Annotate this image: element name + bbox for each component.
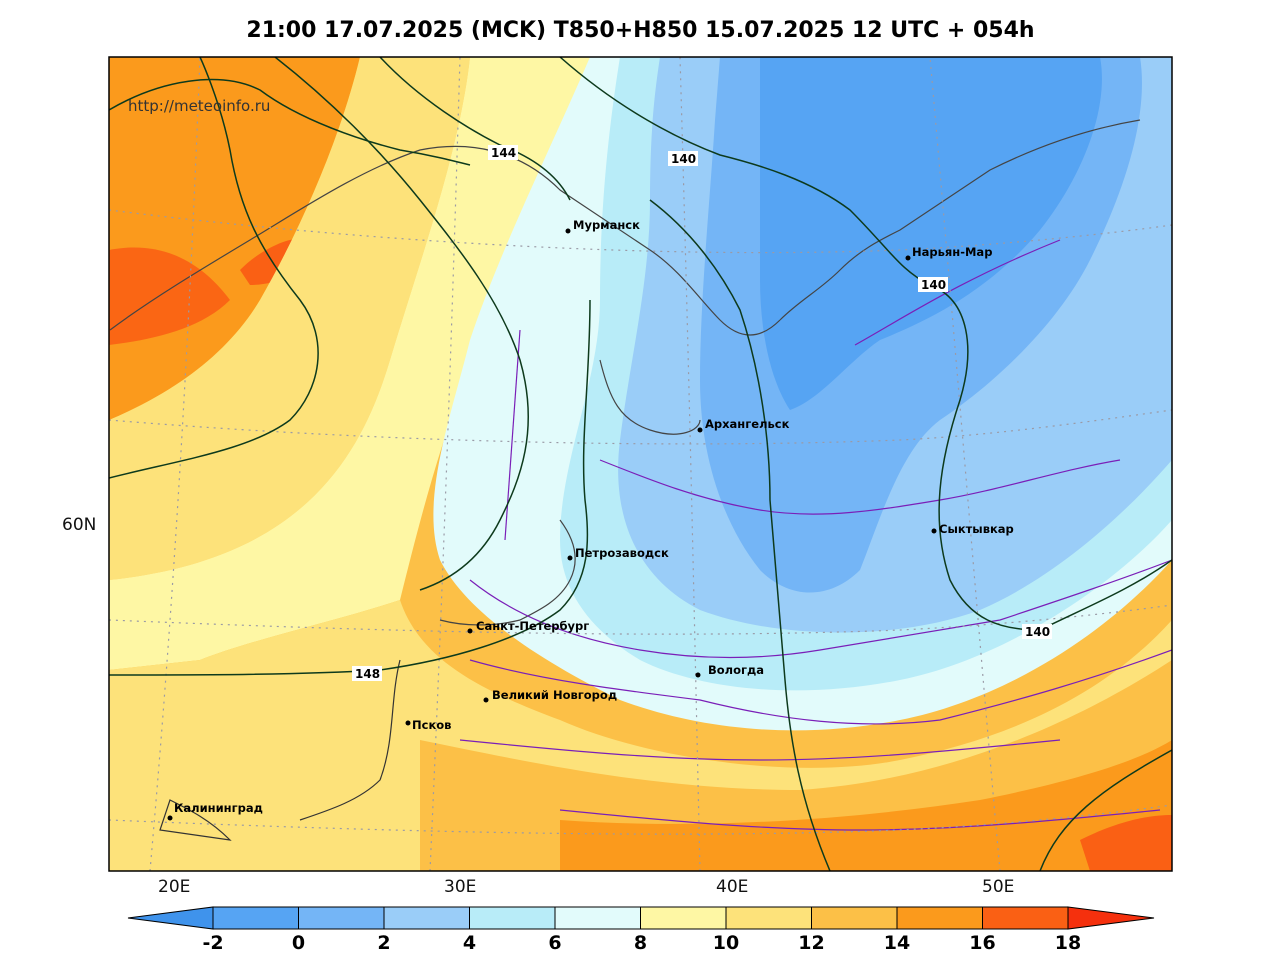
colorbar-segment: [640, 906, 727, 930]
colorbar-tick-label: 18: [1055, 932, 1081, 954]
svg-text:Сыктывкар: Сыктывкар: [939, 522, 1014, 536]
city-kaliningrad: Калининград: [167, 801, 263, 821]
svg-text:Мурманск: Мурманск: [573, 218, 640, 232]
city-naryan-mar: Нарьян-Мар: [905, 245, 992, 261]
svg-text:Архангельск: Архангельск: [705, 417, 790, 431]
colorbar-segment: [982, 906, 1069, 930]
colorbar-tick-label: 14: [884, 932, 910, 954]
svg-text:Петрозаводск: Петрозаводск: [575, 546, 669, 560]
colorbar-tick-label: 8: [634, 932, 647, 954]
colorbar-tick-label: 16: [969, 932, 995, 954]
city-veliky-novgorod: Великий Новгород: [483, 688, 617, 703]
city-petrozavodsk: Петрозаводск: [567, 546, 669, 561]
geography-lines: [109, 119, 1172, 841]
colorbar-arrow-high: [1067, 906, 1155, 930]
lon-label-50e: 50E: [982, 877, 1015, 897]
colorbar-tick-label: -2: [202, 932, 223, 954]
colorbar-segment: [554, 906, 641, 930]
colorbar-tick-label: 10: [713, 932, 739, 954]
map-frame: [108, 56, 1173, 872]
city-st-petersburg: Санкт-Петербург: [467, 619, 589, 634]
city-murmansk: Мурманск: [565, 218, 640, 234]
colorbar-segment: [212, 906, 299, 930]
svg-text:Вологда: Вологда: [708, 663, 764, 677]
colorbar-tick-label: 0: [292, 932, 305, 954]
contour-label-148: 148: [355, 667, 380, 681]
contour-label-144: 144: [491, 146, 516, 160]
colorbar-segment: [469, 906, 556, 930]
temperature-field: [109, 57, 1172, 871]
contour-label-140-north: 140: [671, 152, 696, 166]
watermark: http://meteoinfo.ru: [128, 97, 271, 115]
svg-text:Нарьян-Мар: Нарьян-Мар: [912, 245, 992, 259]
colorbar-segment: [383, 906, 470, 930]
lon-label-20e: 20E: [158, 877, 191, 897]
city-markers: Мурманск Нарьян-Мар Архангельск Сыктывка…: [167, 218, 1014, 821]
svg-text:Санкт-Петербург: Санкт-Петербург: [476, 619, 589, 633]
colorbar-segment: [298, 906, 385, 930]
svg-text:Псков: Псков: [412, 718, 451, 732]
colorbar-tick-label: 4: [463, 932, 476, 954]
colorbar-tick-label: 6: [548, 932, 561, 954]
colorbar-segment: [896, 906, 983, 930]
contour-label-140-south: 140: [1025, 625, 1050, 639]
svg-text:Великий Новгород: Великий Новгород: [492, 688, 617, 702]
map-title: 21:00 17.07.2025 (MCK) T850+H850 15.07.2…: [246, 18, 1035, 43]
city-vologda: Вологда: [695, 663, 764, 678]
lon-label-40e: 40E: [716, 877, 749, 897]
lat-label-60n: 60N: [62, 515, 97, 535]
city-pskov: Псков: [405, 718, 451, 732]
colorbar: -2 0 2 4 6 8 10 12 14 16 18: [127, 906, 1155, 954]
colorbar-segment: [725, 906, 812, 930]
colorbar-tick-label: 12: [798, 932, 824, 954]
city-syktyvkar: Сыктывкар: [931, 522, 1014, 536]
lon-label-30e: 30E: [444, 877, 477, 897]
city-arkhangelsk: Архангельск: [697, 417, 790, 433]
colorbar-arrow-low: [127, 906, 214, 930]
svg-text:Калининград: Калининград: [174, 801, 263, 815]
contour-label-140-east: 140: [921, 278, 946, 292]
contour-labels: 144 140 140 140 148: [352, 145, 1052, 681]
colorbar-tick-label: 2: [377, 932, 390, 954]
colorbar-segment: [811, 906, 898, 930]
